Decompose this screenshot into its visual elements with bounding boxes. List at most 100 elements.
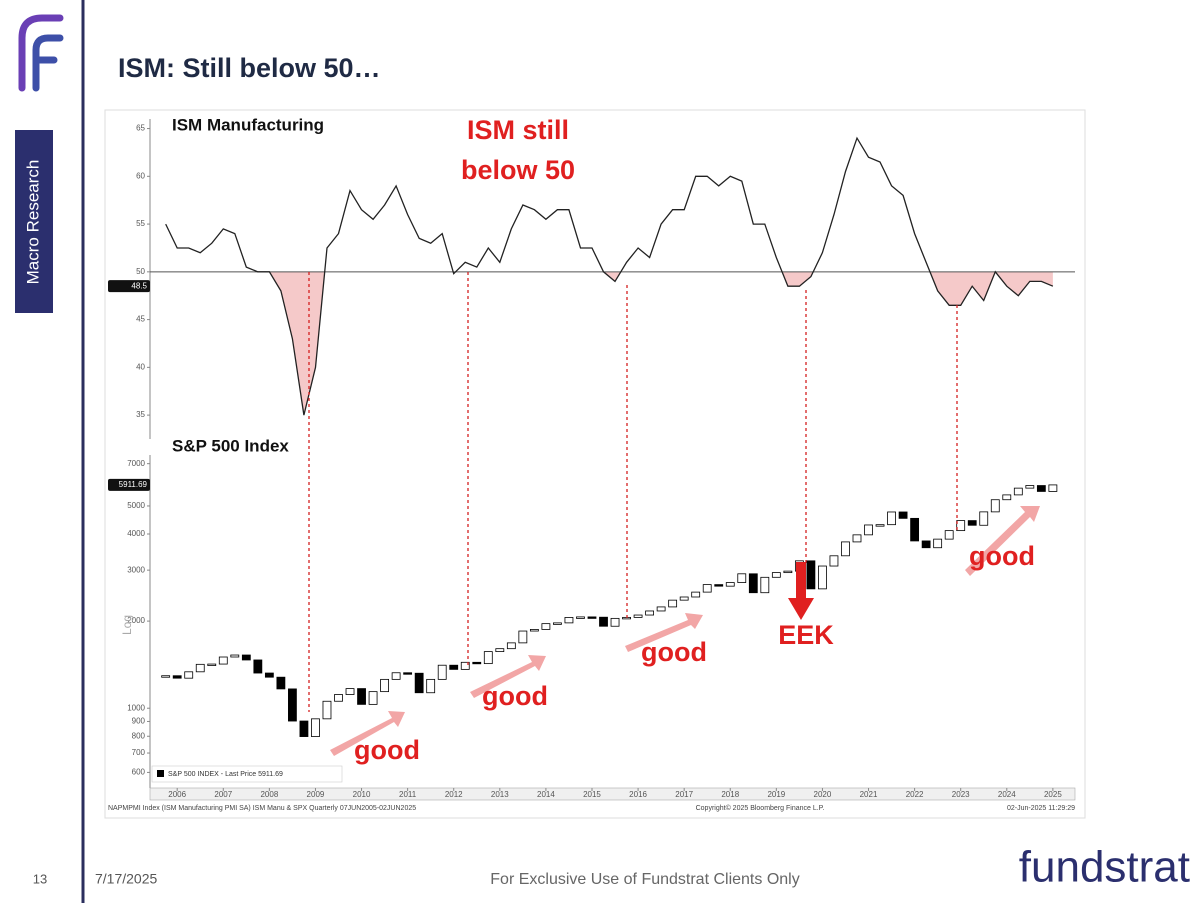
candle [241, 654, 251, 661]
x-tick-label: 2020 [814, 790, 832, 799]
eek-arrow [788, 562, 814, 620]
panel-title: ISM Manufacturing [172, 115, 324, 134]
candle [887, 511, 896, 526]
y-tick-label: 40 [136, 362, 145, 371]
annotation: below 50 [461, 155, 575, 185]
trough-lines [308, 272, 958, 712]
candle [967, 520, 977, 526]
candle [391, 672, 401, 680]
source: NAPMPMI Index (ISM Manufacturing PMI SA)… [108, 805, 416, 812]
sidebar-label-box [15, 130, 53, 313]
source: Copyright© 2025 Bloomberg Finance L.P. [696, 804, 825, 812]
logo-stroke [32, 34, 64, 92]
candle [437, 664, 447, 680]
x-axis-band [149, 787, 1076, 801]
candle [368, 691, 378, 705]
annotation: good [354, 735, 420, 765]
last-value-box [108, 478, 150, 491]
x-tick-label: 2008 [260, 790, 278, 799]
annotation: ISM still [467, 115, 569, 145]
candle [207, 663, 217, 666]
candle [345, 688, 355, 695]
candle [218, 656, 228, 665]
y-tick-label: 7000 [127, 459, 145, 468]
candle [841, 541, 850, 557]
y-tick-label: 65 [136, 124, 145, 133]
page-number: 13 [33, 871, 47, 886]
x-tick-label: 2013 [491, 790, 509, 799]
logo [18, 14, 64, 92]
candle [449, 664, 459, 670]
candle [334, 694, 343, 702]
x-tick-label: 2017 [675, 790, 693, 799]
y-tick-label: 2000 [127, 616, 145, 625]
x-tick-label: 2009 [307, 790, 325, 799]
candle [818, 565, 827, 590]
x-tick-label: 2018 [721, 790, 739, 799]
arrow [965, 506, 1040, 576]
x-tick-label: 2011 [399, 790, 417, 799]
candle [288, 688, 297, 722]
candle [276, 676, 286, 690]
candle [576, 616, 585, 619]
x-tick-label: 2007 [214, 790, 232, 799]
candle [910, 517, 920, 542]
candle [944, 530, 954, 540]
x-tick-label: 2015 [583, 790, 601, 799]
candle [483, 651, 493, 665]
y-tick-label: 600 [132, 768, 146, 777]
candle [668, 599, 678, 608]
candle [599, 616, 608, 627]
candle [691, 591, 701, 598]
brand: fundstrat [1019, 843, 1190, 892]
date: 7/17/2025 [95, 871, 157, 887]
candle [299, 720, 309, 737]
source: 02-Jun-2025 11:29:29 [1007, 805, 1075, 812]
candle [311, 718, 320, 737]
candle [783, 570, 793, 574]
below-shade [165, 271, 1053, 416]
last-value-label: 5911.69 [119, 480, 148, 489]
panel-title: S&P 500 Index [172, 436, 289, 455]
y-tick-label: 1000 [127, 703, 145, 712]
candle [1025, 485, 1035, 489]
x-tick-label: 2012 [445, 790, 463, 799]
candle [414, 672, 424, 694]
y-tick-label: 5000 [127, 501, 145, 510]
candle [771, 572, 781, 578]
candle [806, 560, 816, 590]
x-tick-label: 2019 [767, 790, 785, 799]
candle [529, 629, 539, 632]
candle [737, 573, 747, 583]
candle [161, 675, 171, 678]
candle [864, 524, 873, 536]
candle [852, 534, 862, 543]
x-tick-label: 2014 [537, 790, 555, 799]
y-axis-label: Log [120, 615, 134, 635]
spx-panel: 600 700 800 900 1000 2000 3000 4000 5000 7000 S&P … [108, 436, 1076, 801]
x-tick-label: 2010 [353, 790, 371, 799]
candle [760, 576, 770, 594]
candle [380, 678, 389, 693]
candle [990, 499, 1000, 513]
slide-title: ISM: Still below 50… [118, 53, 381, 83]
candle [645, 610, 655, 616]
candle [253, 659, 263, 674]
chart-frame [104, 109, 1086, 819]
candle [875, 524, 885, 527]
last-value-box [108, 280, 150, 293]
last-value-label: 48.5 [131, 281, 147, 290]
candle [495, 648, 505, 653]
arrow [330, 711, 405, 756]
candle [933, 538, 943, 549]
candle [541, 623, 551, 630]
ism-line [165, 136, 1054, 416]
candle [633, 614, 643, 618]
y-tick-label: 900 [132, 717, 146, 726]
annotation: EEK [778, 620, 834, 650]
y-tick-label: 4000 [127, 529, 145, 538]
candle [426, 678, 436, 694]
candle [714, 584, 724, 587]
candle [518, 630, 528, 644]
